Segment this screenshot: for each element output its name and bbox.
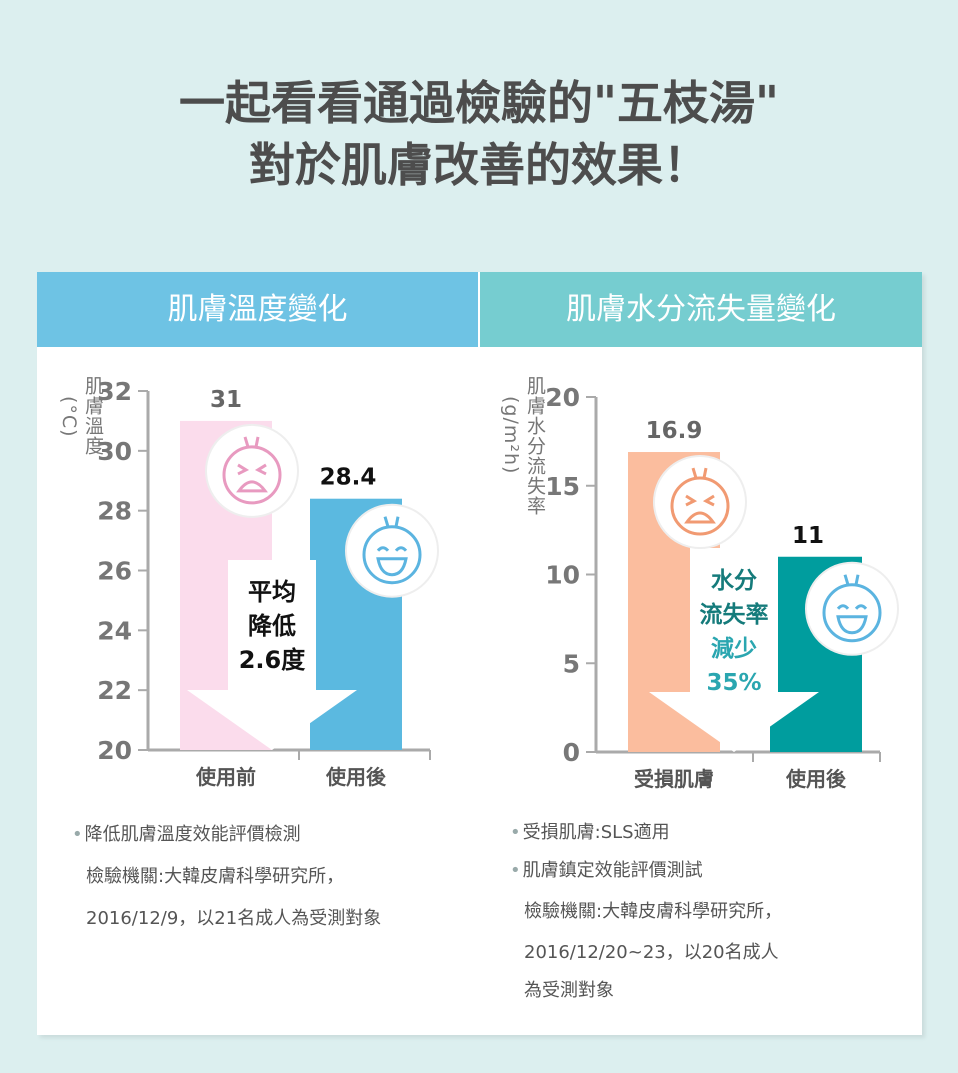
data-label: 31 xyxy=(210,387,242,413)
down-arrow xyxy=(649,548,819,752)
y-tick-label: 26 xyxy=(97,557,132,586)
cry-mouth-icon xyxy=(684,494,716,524)
crying-face-icon xyxy=(670,476,730,536)
happy-face-icon xyxy=(362,525,422,585)
annotation-text: 平均 xyxy=(248,578,296,606)
smile-icon xyxy=(836,604,868,635)
notes-right: 受損肌膚:SLS適用 肌膚鎮定效能評價測試 檢驗機關:大韓皮膚科學研究所， 20… xyxy=(510,814,782,1010)
annotation-text: 流失率 xyxy=(700,601,769,628)
hair-icon xyxy=(843,574,860,586)
chart-title-temperature: 肌膚溫度變化 xyxy=(37,272,478,347)
chart-title-moisture: 肌膚水分流失量變化 xyxy=(480,272,922,347)
annotation-text: 減少 xyxy=(711,636,757,662)
cry-mouth-icon xyxy=(236,463,268,493)
face-badge xyxy=(345,503,439,598)
y-tick-label: 20 xyxy=(97,736,132,765)
face-badge xyxy=(805,561,899,656)
face-badge xyxy=(653,455,747,550)
category-label: 使用後 xyxy=(785,767,847,791)
y-tick-label: 10 xyxy=(545,561,580,590)
down-arrow xyxy=(187,560,357,750)
category-label: 受損肌膚 xyxy=(634,767,714,791)
smile-icon xyxy=(376,546,408,577)
y-tick-label: 32 xyxy=(97,377,132,406)
hair-icon xyxy=(243,436,260,448)
notes-left: 降低肌膚溫度效能評價檢測 檢驗機關:大韓皮膚科學研究所， 2016/12/9，以… xyxy=(72,814,382,940)
data-label: 16.9 xyxy=(646,418,703,444)
y-tick-label: 15 xyxy=(545,472,580,501)
annotation-text: 水分 xyxy=(711,568,757,594)
data-label: 28.4 xyxy=(320,465,377,491)
y-tick-label: 5 xyxy=(563,649,580,678)
y-tick-label: 22 xyxy=(97,676,132,705)
crying-face-icon xyxy=(222,445,282,505)
annotation-text: 2.6度 xyxy=(239,646,307,674)
y-tick-label: 24 xyxy=(97,616,132,645)
y-tick-label: 28 xyxy=(97,497,132,526)
y-tick-label: 20 xyxy=(545,383,580,412)
hair-icon xyxy=(691,467,708,479)
y-tick-label: 0 xyxy=(563,738,580,767)
page-title: 一起看看通過檢驗的"五枝湯" 對於肌膚改善的效果！ xyxy=(179,76,779,192)
category-label: 使用前 xyxy=(195,765,256,789)
y-tick-label: 30 xyxy=(97,437,132,466)
category-label: 使用後 xyxy=(325,765,387,789)
hair-icon xyxy=(383,516,400,528)
data-label: 11 xyxy=(792,523,824,549)
annotation-text: 降低 xyxy=(248,612,296,640)
happy-face-icon xyxy=(822,583,882,643)
face-badge xyxy=(205,423,299,518)
y-axis-label-moisture: 肌膚水分流失率 (g/m²h) xyxy=(500,376,546,516)
y-axis-label-temperature: 肌膚溫度 (°C) xyxy=(58,376,104,456)
annotation-text: 35% xyxy=(706,670,761,696)
